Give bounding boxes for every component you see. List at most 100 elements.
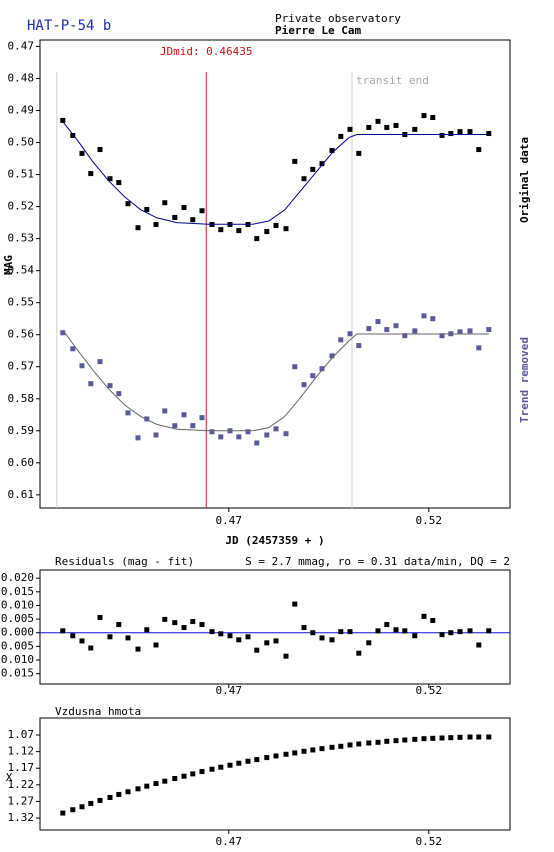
data-point xyxy=(236,637,242,643)
data-point xyxy=(70,633,76,639)
data-point xyxy=(125,635,131,641)
data-point xyxy=(421,313,427,319)
data-point xyxy=(107,176,113,182)
data-point xyxy=(467,328,473,334)
data-point xyxy=(319,366,325,372)
data-point xyxy=(393,738,399,744)
plot-frame xyxy=(39,569,511,685)
data-point xyxy=(347,629,353,635)
data-point xyxy=(135,225,141,231)
data-point xyxy=(190,423,196,429)
data-point xyxy=(218,764,224,770)
y-tick-label: -0.015 xyxy=(0,585,34,598)
y-tick-label: 0.52 xyxy=(8,200,35,213)
data-point xyxy=(125,410,131,416)
data-point xyxy=(181,625,187,631)
data-point xyxy=(153,222,159,228)
data-point xyxy=(97,147,103,153)
data-point xyxy=(347,331,353,337)
observatory: Private observatory xyxy=(275,12,401,25)
data-point xyxy=(60,810,66,816)
data-point xyxy=(486,628,492,634)
data-point xyxy=(412,126,418,132)
data-point xyxy=(264,432,270,438)
data-point xyxy=(218,631,224,637)
data-point xyxy=(412,633,418,639)
data-point xyxy=(97,359,103,365)
data-point xyxy=(162,616,168,622)
data-point xyxy=(356,150,362,156)
data-point xyxy=(338,133,344,139)
data-point xyxy=(421,736,427,742)
data-point xyxy=(162,408,168,414)
data-point xyxy=(356,741,362,747)
data-point xyxy=(190,771,196,777)
data-point xyxy=(172,423,178,429)
data-point xyxy=(190,619,196,625)
data-point xyxy=(457,329,463,335)
data-point xyxy=(347,742,353,748)
data-point xyxy=(135,435,141,441)
y-tick-label: -0.010 xyxy=(0,598,34,611)
data-point xyxy=(283,226,289,232)
y-tick-label: 0.48 xyxy=(8,71,35,84)
data-point xyxy=(273,638,279,644)
data-point xyxy=(402,737,408,743)
data-point xyxy=(430,617,436,623)
y-tick-label: 0.000 xyxy=(1,626,34,639)
data-point xyxy=(283,751,289,757)
data-point xyxy=(292,601,298,607)
data-point xyxy=(199,208,205,214)
plot-frame xyxy=(39,717,511,831)
y-tick-label: 1.07 xyxy=(8,728,35,741)
data-point xyxy=(439,735,445,741)
data-point xyxy=(209,629,215,635)
data-point xyxy=(310,166,316,172)
legend-label: Trend removed xyxy=(518,337,531,423)
y-tick-label: 1.12 xyxy=(8,745,35,758)
data-point xyxy=(310,373,316,379)
x-tick-label: 0.47 xyxy=(216,835,243,848)
data-point xyxy=(467,129,473,135)
data-point xyxy=(254,647,260,653)
fit-line xyxy=(62,121,489,225)
data-point xyxy=(79,150,85,156)
data-point xyxy=(421,613,427,619)
data-point xyxy=(116,622,122,628)
data-point xyxy=(393,323,399,329)
data-point xyxy=(338,629,344,635)
data-point xyxy=(439,632,445,638)
data-point xyxy=(283,653,289,659)
y-tick-label: 1.32 xyxy=(8,811,35,824)
data-point xyxy=(88,171,94,177)
y-tick-label: 0.53 xyxy=(8,232,35,245)
data-point xyxy=(338,337,344,343)
data-point xyxy=(329,353,335,359)
data-point xyxy=(70,807,76,813)
data-point xyxy=(393,627,399,633)
data-point xyxy=(116,791,122,797)
data-point xyxy=(209,766,215,772)
data-point xyxy=(375,628,381,634)
data-point xyxy=(218,227,224,233)
data-point xyxy=(153,642,159,648)
y-tick-label: -0.020 xyxy=(0,571,34,584)
data-point xyxy=(218,434,224,440)
data-point xyxy=(236,760,242,766)
data-point xyxy=(430,316,436,322)
data-point xyxy=(402,628,408,634)
data-point xyxy=(236,434,242,440)
y-tick-label: -0.005 xyxy=(0,612,34,625)
data-point xyxy=(375,319,381,325)
data-point xyxy=(227,762,233,768)
y-tick-label: 0.010 xyxy=(1,653,34,666)
data-point xyxy=(366,640,372,646)
panel-subtitle: S = 2.7 mmag, ro = 0.31 data/min, DQ = 2 xyxy=(245,555,510,568)
data-point xyxy=(356,343,362,349)
data-point xyxy=(384,738,390,744)
data-point xyxy=(79,363,85,369)
data-point xyxy=(439,132,445,138)
data-point xyxy=(254,236,260,242)
y-axis-label: X xyxy=(6,771,13,784)
